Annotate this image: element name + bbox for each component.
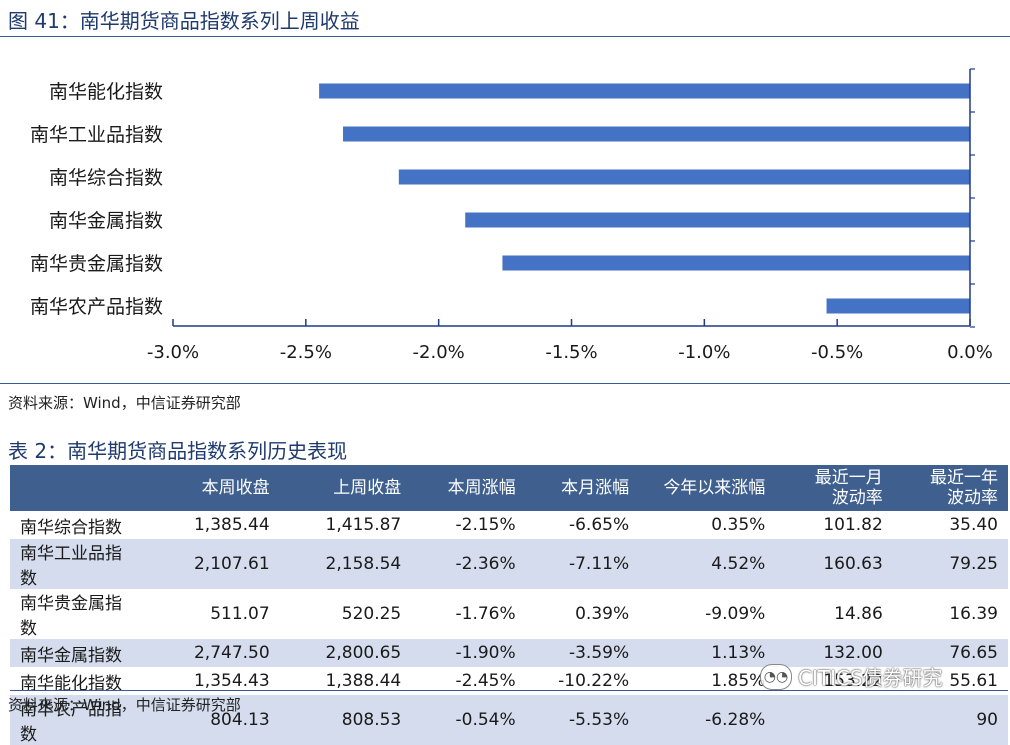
header-cell-6: 最近一月 波动率 [775, 465, 893, 511]
value-cell: 14.86 [775, 589, 893, 639]
value-cell: 1,415.87 [279, 511, 412, 539]
value-cell: -6.65% [525, 511, 640, 539]
bar-5 [826, 298, 970, 314]
header-cell-7: 最近一年 波动率 [892, 465, 1008, 511]
table-rule [10, 690, 1008, 691]
watermark: ◔◔ CITICS债券研究 [760, 662, 943, 691]
table-row: 南华贵金属指数 511.07 520.25 -1.76% 0.39% -9.09% 14.8… [10, 589, 1008, 639]
header-cell-1: 本周收盘 [148, 465, 280, 511]
table-header-row: 本周收盘 上周收盘 本周涨幅 本月涨幅 今年以来涨幅 最近一月 波动率 最近一年 波动率 [10, 465, 1008, 511]
source-rule [0, 383, 1010, 384]
value-cell: 1,385.44 [148, 511, 280, 539]
table-row: 南华金属指数 2,747.50 2,800.65 -1.90% -3.59% 1.13% 1… [10, 639, 1008, 667]
row-name-cell: 南华综合指数 [10, 511, 149, 539]
x-tick-label-1: -2.5% [280, 342, 332, 363]
row-name-cell: 南华金属指数 [10, 639, 149, 667]
value-cell: 35.40 [892, 511, 1008, 539]
table-row: 南华综合指数 1,385.44 1,415.87 -2.15% -6.65% 0.35% 1… [10, 511, 1008, 539]
value-cell: 79.25 [892, 539, 1008, 589]
header-cell-4: 本月涨幅 [525, 465, 640, 511]
value-cell: 2,800.65 [279, 639, 412, 667]
x-tick-label-6: 0.0% [947, 342, 993, 363]
value-cell: 2,158.54 [279, 539, 412, 589]
value-cell: 132.00 [775, 639, 893, 667]
value-cell: 1.13% [639, 639, 776, 667]
category-label-5: 南华农产品指数 [30, 296, 163, 318]
figure-title: 图 41：南华期货商品指数系列上周收益 [8, 9, 360, 33]
value-cell: -1.90% [411, 639, 526, 667]
figure-source: 资料来源：Wind，中信证券研究部 [8, 394, 241, 412]
value-cell: 90 [892, 695, 1008, 745]
value-cell: -2.15% [411, 511, 526, 539]
header-cell-0 [10, 465, 149, 511]
value-cell: -1.76% [411, 589, 526, 639]
value-cell: -7.11% [525, 539, 640, 589]
value-cell: 2,747.50 [148, 639, 280, 667]
wechat-icon: ◔◔ [760, 663, 792, 690]
value-cell: 101.82 [775, 511, 893, 539]
bar-2 [398, 169, 971, 185]
value-cell: 0.35% [639, 511, 776, 539]
bar-0 [319, 83, 970, 99]
table-source: 资料来源：Wind，中信证券研究部 [8, 696, 241, 714]
value-cell: -2.36% [411, 539, 526, 589]
table-row: 南华工业品指数 2,107.61 2,158.54 -2.36% -7.11% 4.52%… [10, 539, 1008, 589]
value-cell: 4.52% [639, 539, 776, 589]
header-cell-3: 本周涨幅 [411, 465, 526, 511]
x-tick-label-2: -2.0% [413, 342, 465, 363]
bar-1 [343, 126, 970, 142]
title-rule [0, 36, 1010, 37]
watermark-text: CITICS债券研究 [798, 666, 943, 690]
value-cell: 2,107.61 [148, 539, 280, 589]
value-cell: -9.09% [639, 589, 776, 639]
value-cell: 76.65 [892, 639, 1008, 667]
value-cell [775, 695, 893, 745]
category-label-0: 南华能化指数 [49, 81, 163, 103]
category-label-1: 南华工业品指数 [30, 124, 163, 146]
table-title: 表 2：南华期货商品指数系列历史表现 [8, 439, 348, 463]
value-cell: -3.59% [525, 639, 640, 667]
x-tick-label-3: -1.5% [545, 342, 597, 363]
row-name-cell: 南华工业品指数 [10, 539, 149, 589]
bar-3 [465, 212, 970, 228]
bar-4 [502, 255, 970, 271]
value-cell: -0.54% [411, 695, 526, 745]
header-cell-5: 今年以来涨幅 [639, 465, 776, 511]
value-cell: 160.63 [775, 539, 893, 589]
value-cell: 0.39% [525, 589, 640, 639]
header-cell-2: 上周收盘 [279, 465, 412, 511]
x-tick-label-5: -0.5% [811, 342, 863, 363]
x-tick-label-4: -1.0% [678, 342, 730, 363]
category-label-4: 南华贵金属指数 [30, 253, 163, 275]
category-label-3: 南华金属指数 [49, 210, 163, 232]
x-tick-label-0: -3.0% [147, 342, 199, 363]
value-cell: 511.07 [148, 589, 280, 639]
value-cell: 808.53 [279, 695, 412, 745]
value-cell: 16.39 [892, 589, 1008, 639]
value-cell: -5.53% [525, 695, 640, 745]
value-cell: 520.25 [279, 589, 412, 639]
category-label-2: 南华综合指数 [49, 167, 163, 189]
row-name-cell: 南华贵金属指数 [10, 589, 149, 639]
value-cell: -6.28% [639, 695, 776, 745]
